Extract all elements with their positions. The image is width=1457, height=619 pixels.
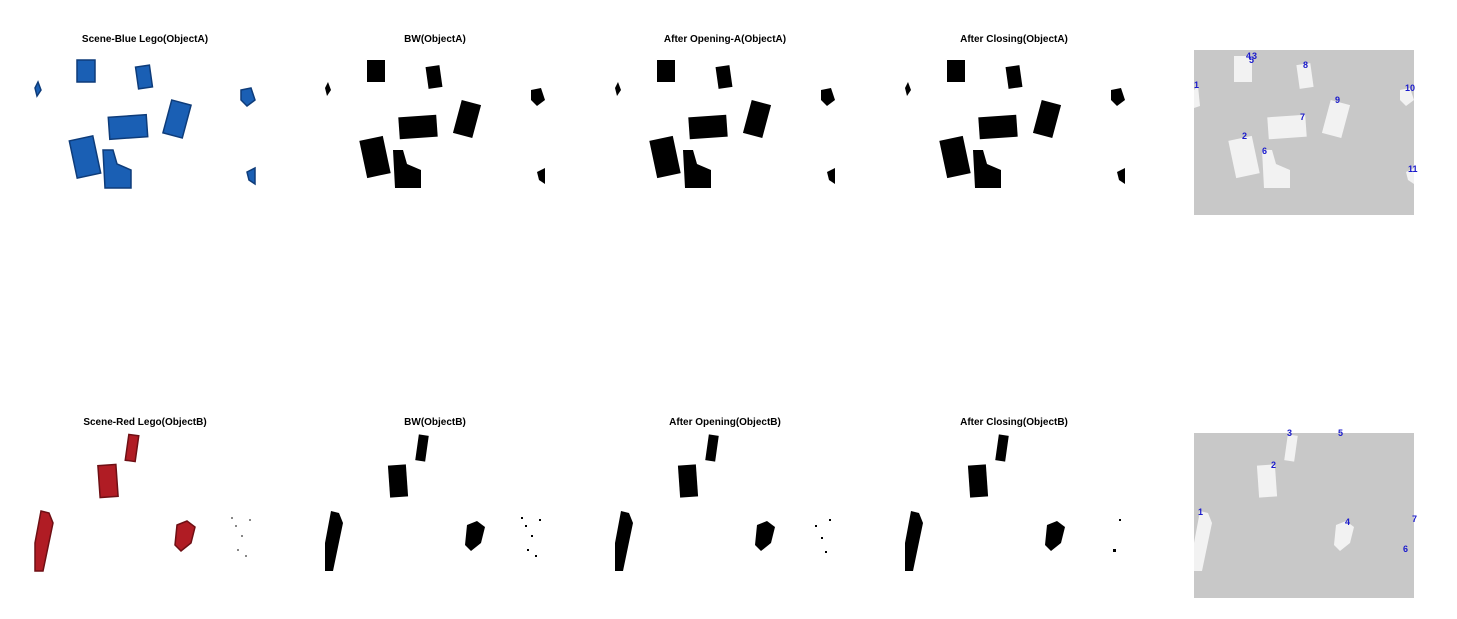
blue-lego-pieces <box>34 59 256 189</box>
title-opening-a: After Opening-A(ObjectA) <box>663 34 787 45</box>
label-a-5: 5 <box>1249 55 1254 65</box>
label-a-2: 2 <box>1242 131 1247 141</box>
opening-a-svg <box>615 60 835 188</box>
label-a-4: 4 <box>1246 51 1251 61</box>
scene-b-svg <box>34 433 251 572</box>
bw-image-a <box>325 50 545 215</box>
label-b-2: 2 <box>1271 460 1276 470</box>
label-a-7: 7 <box>1300 112 1305 122</box>
bw-a-svg <box>325 60 545 188</box>
label-a-6: 6 <box>1262 146 1267 156</box>
title-closing-a: After Closing(ObjectA) <box>960 34 1068 45</box>
label-a-svg: 1 2 3 4 5 6 7 8 9 10 11 <box>1194 51 1418 188</box>
label-b-1: 1 <box>1198 507 1203 517</box>
label-a-9: 9 <box>1335 95 1340 105</box>
label-b-4: 4 <box>1345 517 1350 527</box>
label-b-5: 5 <box>1338 428 1343 438</box>
label-a-10: 10 <box>1405 83 1415 93</box>
title-bw-b: BW(ObjectB) <box>404 417 466 428</box>
label-b-svg: 1 2 3 4 5 6 7 <box>1194 428 1417 571</box>
title-bw-a: BW(ObjectA) <box>404 34 466 45</box>
opening-image-b <box>615 433 835 598</box>
label-a-1: 1 <box>1194 80 1199 90</box>
label-b-7: 7 <box>1412 514 1417 524</box>
scene-a-svg <box>34 59 256 189</box>
label-image-b: 1 2 3 4 5 6 7 <box>1194 428 1417 598</box>
title-closing-b: After Closing(ObjectB) <box>960 417 1068 428</box>
scene-image-a <box>34 50 256 215</box>
label-image-a: 1 2 3 4 5 6 7 8 9 10 11 <box>1194 50 1418 215</box>
label-b-6: 6 <box>1403 544 1408 554</box>
title-scene-b: Scene-Red Lego(ObjectB) <box>83 417 207 428</box>
opening-image-a <box>615 50 835 215</box>
bw-image-b <box>325 433 545 598</box>
closing-image-a <box>905 50 1125 215</box>
closing-image-b <box>905 433 1125 598</box>
label-a-8: 8 <box>1303 60 1308 70</box>
opening-b-svg <box>615 434 831 571</box>
closing-a-svg <box>905 60 1125 188</box>
bw-b-svg <box>325 434 541 571</box>
title-scene-a: Scene-Blue Lego(ObjectA) <box>81 34 209 45</box>
closing-b-svg <box>905 434 1121 571</box>
label-a-3: 3 <box>1252 51 1257 61</box>
scene-image-b <box>34 433 255 598</box>
label-b-3: 3 <box>1287 428 1292 438</box>
label-a-11: 11 <box>1408 164 1418 174</box>
title-opening-b: After Opening(ObjectB) <box>669 417 781 428</box>
